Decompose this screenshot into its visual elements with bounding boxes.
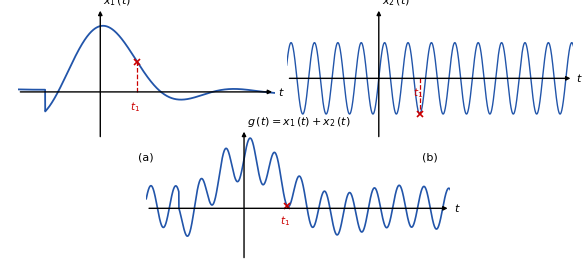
- Text: $t$: $t$: [576, 72, 583, 84]
- Text: $g\,(t) = x_1\,(t) + x_2\,(t)$: $g\,(t) = x_1\,(t) + x_2\,(t)$: [247, 115, 351, 129]
- Text: (a): (a): [139, 153, 154, 163]
- Text: $t_1$: $t_1$: [412, 86, 423, 100]
- Text: $t_1$: $t_1$: [130, 101, 140, 114]
- Text: $t$: $t$: [278, 86, 284, 98]
- Text: (b): (b): [422, 153, 438, 163]
- Text: $x_1\,(t)$: $x_1\,(t)$: [103, 0, 131, 8]
- Text: $t$: $t$: [454, 202, 460, 214]
- Text: $x_2\,(t)$: $x_2\,(t)$: [382, 0, 410, 8]
- Text: $t_1$: $t_1$: [280, 214, 290, 227]
